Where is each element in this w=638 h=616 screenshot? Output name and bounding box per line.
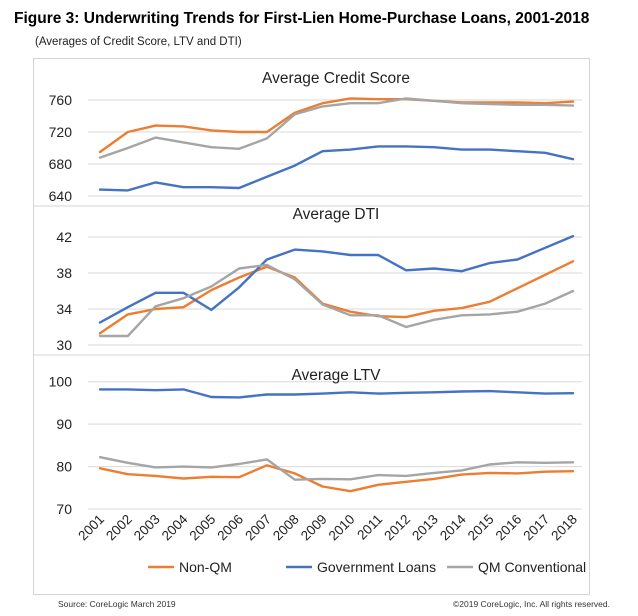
x-tick-label: 2014 <box>437 511 469 543</box>
average-dti-series-non-qm <box>98 260 575 335</box>
average-credit-score-y-tick-label: 680 <box>49 156 73 172</box>
chart-frame <box>33 58 590 595</box>
average-ltv-series-non-qm <box>98 464 575 493</box>
x-tick-label: 2015 <box>465 512 497 544</box>
average-dti-y-tick-label: 42 <box>56 229 72 245</box>
average-credit-score-series-qm-conventional <box>98 97 575 159</box>
x-tick-label: 2009 <box>298 512 330 544</box>
average-credit-score-y-tick-label: 640 <box>49 188 73 204</box>
average-credit-score-y-tick-label: 760 <box>49 92 73 108</box>
x-tick-label: 2003 <box>131 512 163 544</box>
x-tick-label: 2005 <box>187 512 219 544</box>
x-tick-label: 2017 <box>520 512 552 544</box>
legend-label-qm-conventional: QM Conventional <box>478 559 586 575</box>
average-credit-score-title: Average Credit Score <box>262 70 410 87</box>
x-tick-label: 2016 <box>493 512 525 544</box>
average-dti-y-tick-label: 38 <box>56 265 72 281</box>
average-ltv-y-tick-label: 100 <box>49 374 73 390</box>
average-dti-y-tick-label: 34 <box>56 301 72 317</box>
average-dti-y-tick-label: 30 <box>56 337 72 353</box>
x-tick-label: 2004 <box>159 511 191 543</box>
average-credit-score-y-tick-label: 720 <box>49 124 73 140</box>
average-credit-score-series-non-qm <box>98 97 575 154</box>
average-dti-series-government-loans <box>98 234 575 324</box>
average-ltv-y-tick-label: 80 <box>56 459 72 475</box>
x-tick-label: 2002 <box>103 512 135 544</box>
average-dti-series-qm-conventional <box>98 263 575 338</box>
x-tick-label: 2007 <box>242 512 274 544</box>
average-ltv-y-tick-label: 70 <box>56 501 72 517</box>
x-tick-label: 2008 <box>270 512 302 544</box>
x-tick-label: 2010 <box>326 512 358 544</box>
figure-title: Figure 3: Underwriting Trends for First-… <box>14 10 590 27</box>
x-tick-label: 2001 <box>75 512 107 544</box>
average-dti-title: Average DTI <box>293 206 380 223</box>
x-tick-label: 2011 <box>354 512 385 543</box>
average-ltv-y-tick-label: 90 <box>56 416 72 432</box>
x-tick-label: 2018 <box>548 512 580 544</box>
source-note: Source: CoreLogic March 2019 <box>58 599 176 609</box>
legend-label-government-loans: Government Loans <box>317 559 436 575</box>
average-ltv-series-qm-conventional <box>98 456 575 481</box>
legend-label-non-qm: Non-QM <box>179 559 232 575</box>
average-ltv-series-government-loans <box>98 388 575 399</box>
figure-subtitle: (Averages of Credit Score, LTV and DTI) <box>35 36 242 48</box>
average-ltv-title: Average LTV <box>291 367 381 384</box>
x-tick-label: 2013 <box>409 512 441 544</box>
x-tick-label: 2006 <box>214 512 246 544</box>
copyright-note: ©2019 CoreLogic, Inc. All rights reserve… <box>453 599 610 609</box>
average-credit-score-series-government-loans <box>98 145 575 192</box>
x-tick-label: 2012 <box>381 512 413 544</box>
